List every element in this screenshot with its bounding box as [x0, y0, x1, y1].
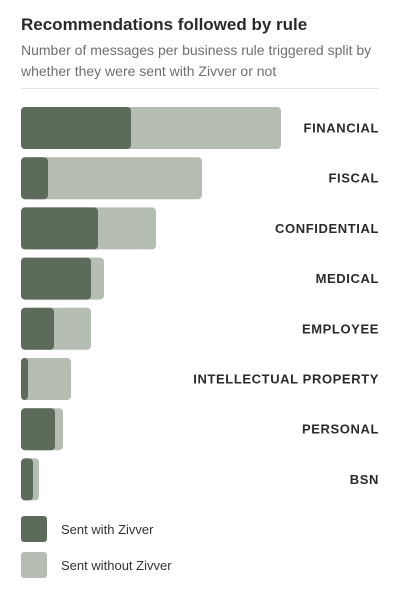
legend-swatch-without-zivver [21, 552, 47, 578]
legend-swatch-with-zivver [21, 516, 47, 542]
category-label-fiscal: FISCAL [328, 171, 379, 186]
category-label-financial: FINANCIAL [304, 121, 379, 136]
legend-label-without-zivver: Sent without Zivver [61, 557, 172, 573]
legend-item-without-zivver: Sent without Zivver [21, 552, 172, 578]
chart-legend: Sent with Zivver Sent without Zivver [21, 516, 172, 588]
bar-with-zivver-intellectual-property [21, 358, 28, 400]
bar-with-zivver-medical [21, 257, 91, 300]
bar-with-zivver-personal [21, 408, 55, 451]
category-label-confidential: CONFIDENTIAL [275, 221, 379, 236]
category-label-intellectual-property: INTELLECTUAL PROPERTY [193, 372, 379, 387]
bar-with-zivver-confidential [21, 207, 98, 250]
header-divider [21, 88, 379, 89]
legend-label-with-zivver: Sent with Zivver [61, 521, 154, 537]
bar-without-zivver-intellectual-property [21, 358, 71, 400]
chart-title: Recommendations followed by rule [21, 15, 308, 34]
bar-with-zivver-employee [21, 307, 54, 350]
category-label-employee: EMPLOYEE [302, 321, 379, 336]
bar-without-zivver-fiscal [21, 157, 202, 200]
category-label-bsn: BSN [350, 472, 379, 487]
chart-subtitle: Number of messages per business rule tri… [21, 42, 372, 79]
bar-with-zivver-fiscal [21, 157, 48, 200]
legend-item-with-zivver: Sent with Zivver [21, 516, 172, 542]
category-label-personal: PERSONAL [302, 422, 379, 437]
category-label-medical: MEDICAL [316, 271, 379, 286]
bar-with-zivver-bsn [21, 458, 33, 501]
bar-with-zivver-financial [21, 107, 131, 149]
